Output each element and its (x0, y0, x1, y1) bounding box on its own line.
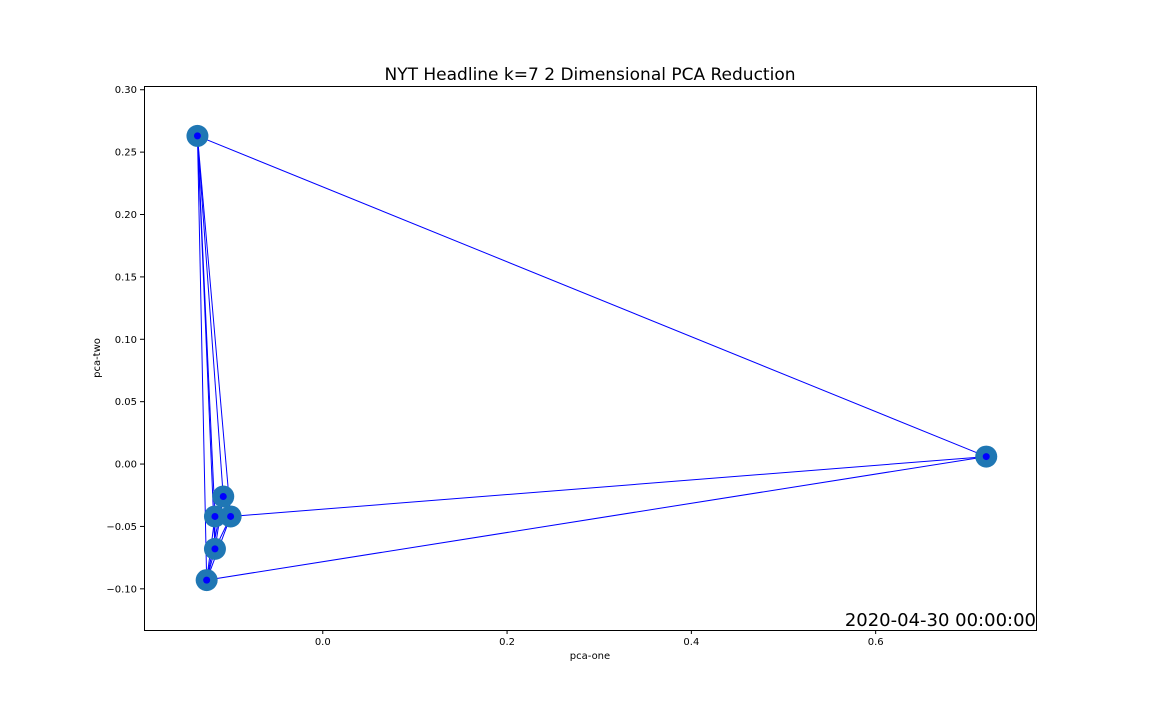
centroid-dot (227, 512, 235, 520)
centroid-dot (193, 132, 201, 140)
y-tick-label: 0.20 (115, 210, 137, 221)
date-annotation: 2020-04-30 00:00:00 (845, 610, 1036, 631)
x-tick-label: 0.4 (683, 637, 699, 648)
centroid-dot (982, 453, 990, 461)
y-tick-label: 0.30 (115, 85, 137, 96)
edge-line (197, 135, 987, 458)
chart-title: NYT Headline k=7 2 Dimensional PCA Reduc… (385, 65, 796, 85)
edge-line (230, 456, 987, 517)
y-tick-label: 0.15 (115, 272, 137, 283)
centroid-dot (211, 545, 219, 553)
y-tick-label: 0.05 (115, 397, 137, 408)
x-tick-label: 0.2 (499, 637, 515, 648)
y-axis-label: pca-two (92, 338, 103, 378)
y-axis-ticks: −0.10 −0.05 0.00 0.05 0.10 0.15 0.20 0.25 0.30 (106, 85, 144, 595)
plot-area (144, 86, 1037, 631)
centroid-dot (211, 512, 219, 520)
edge-line (196, 135, 232, 517)
y-tick-label: 0.00 (115, 460, 137, 471)
y-tick-label: 0.10 (115, 335, 137, 346)
x-axis-label: pca-one (570, 651, 610, 662)
y-tick-label: −0.05 (106, 522, 137, 533)
cluster-markers (186, 124, 998, 592)
edge-line (196, 135, 216, 549)
centroid-dot (203, 576, 211, 584)
x-tick-label: 0.6 (868, 637, 884, 648)
centroid-dot (219, 492, 227, 500)
y-tick-label: 0.25 (115, 148, 137, 159)
x-axis-ticks: 0.0 0.2 0.4 0.6 (315, 630, 884, 648)
y-tick-label: −0.10 (106, 584, 137, 595)
x-tick-label: 0.0 (315, 637, 331, 648)
edge-lines (196, 135, 987, 581)
edge-line (196, 135, 208, 581)
edge-line (206, 456, 987, 581)
edge-line (196, 135, 224, 497)
